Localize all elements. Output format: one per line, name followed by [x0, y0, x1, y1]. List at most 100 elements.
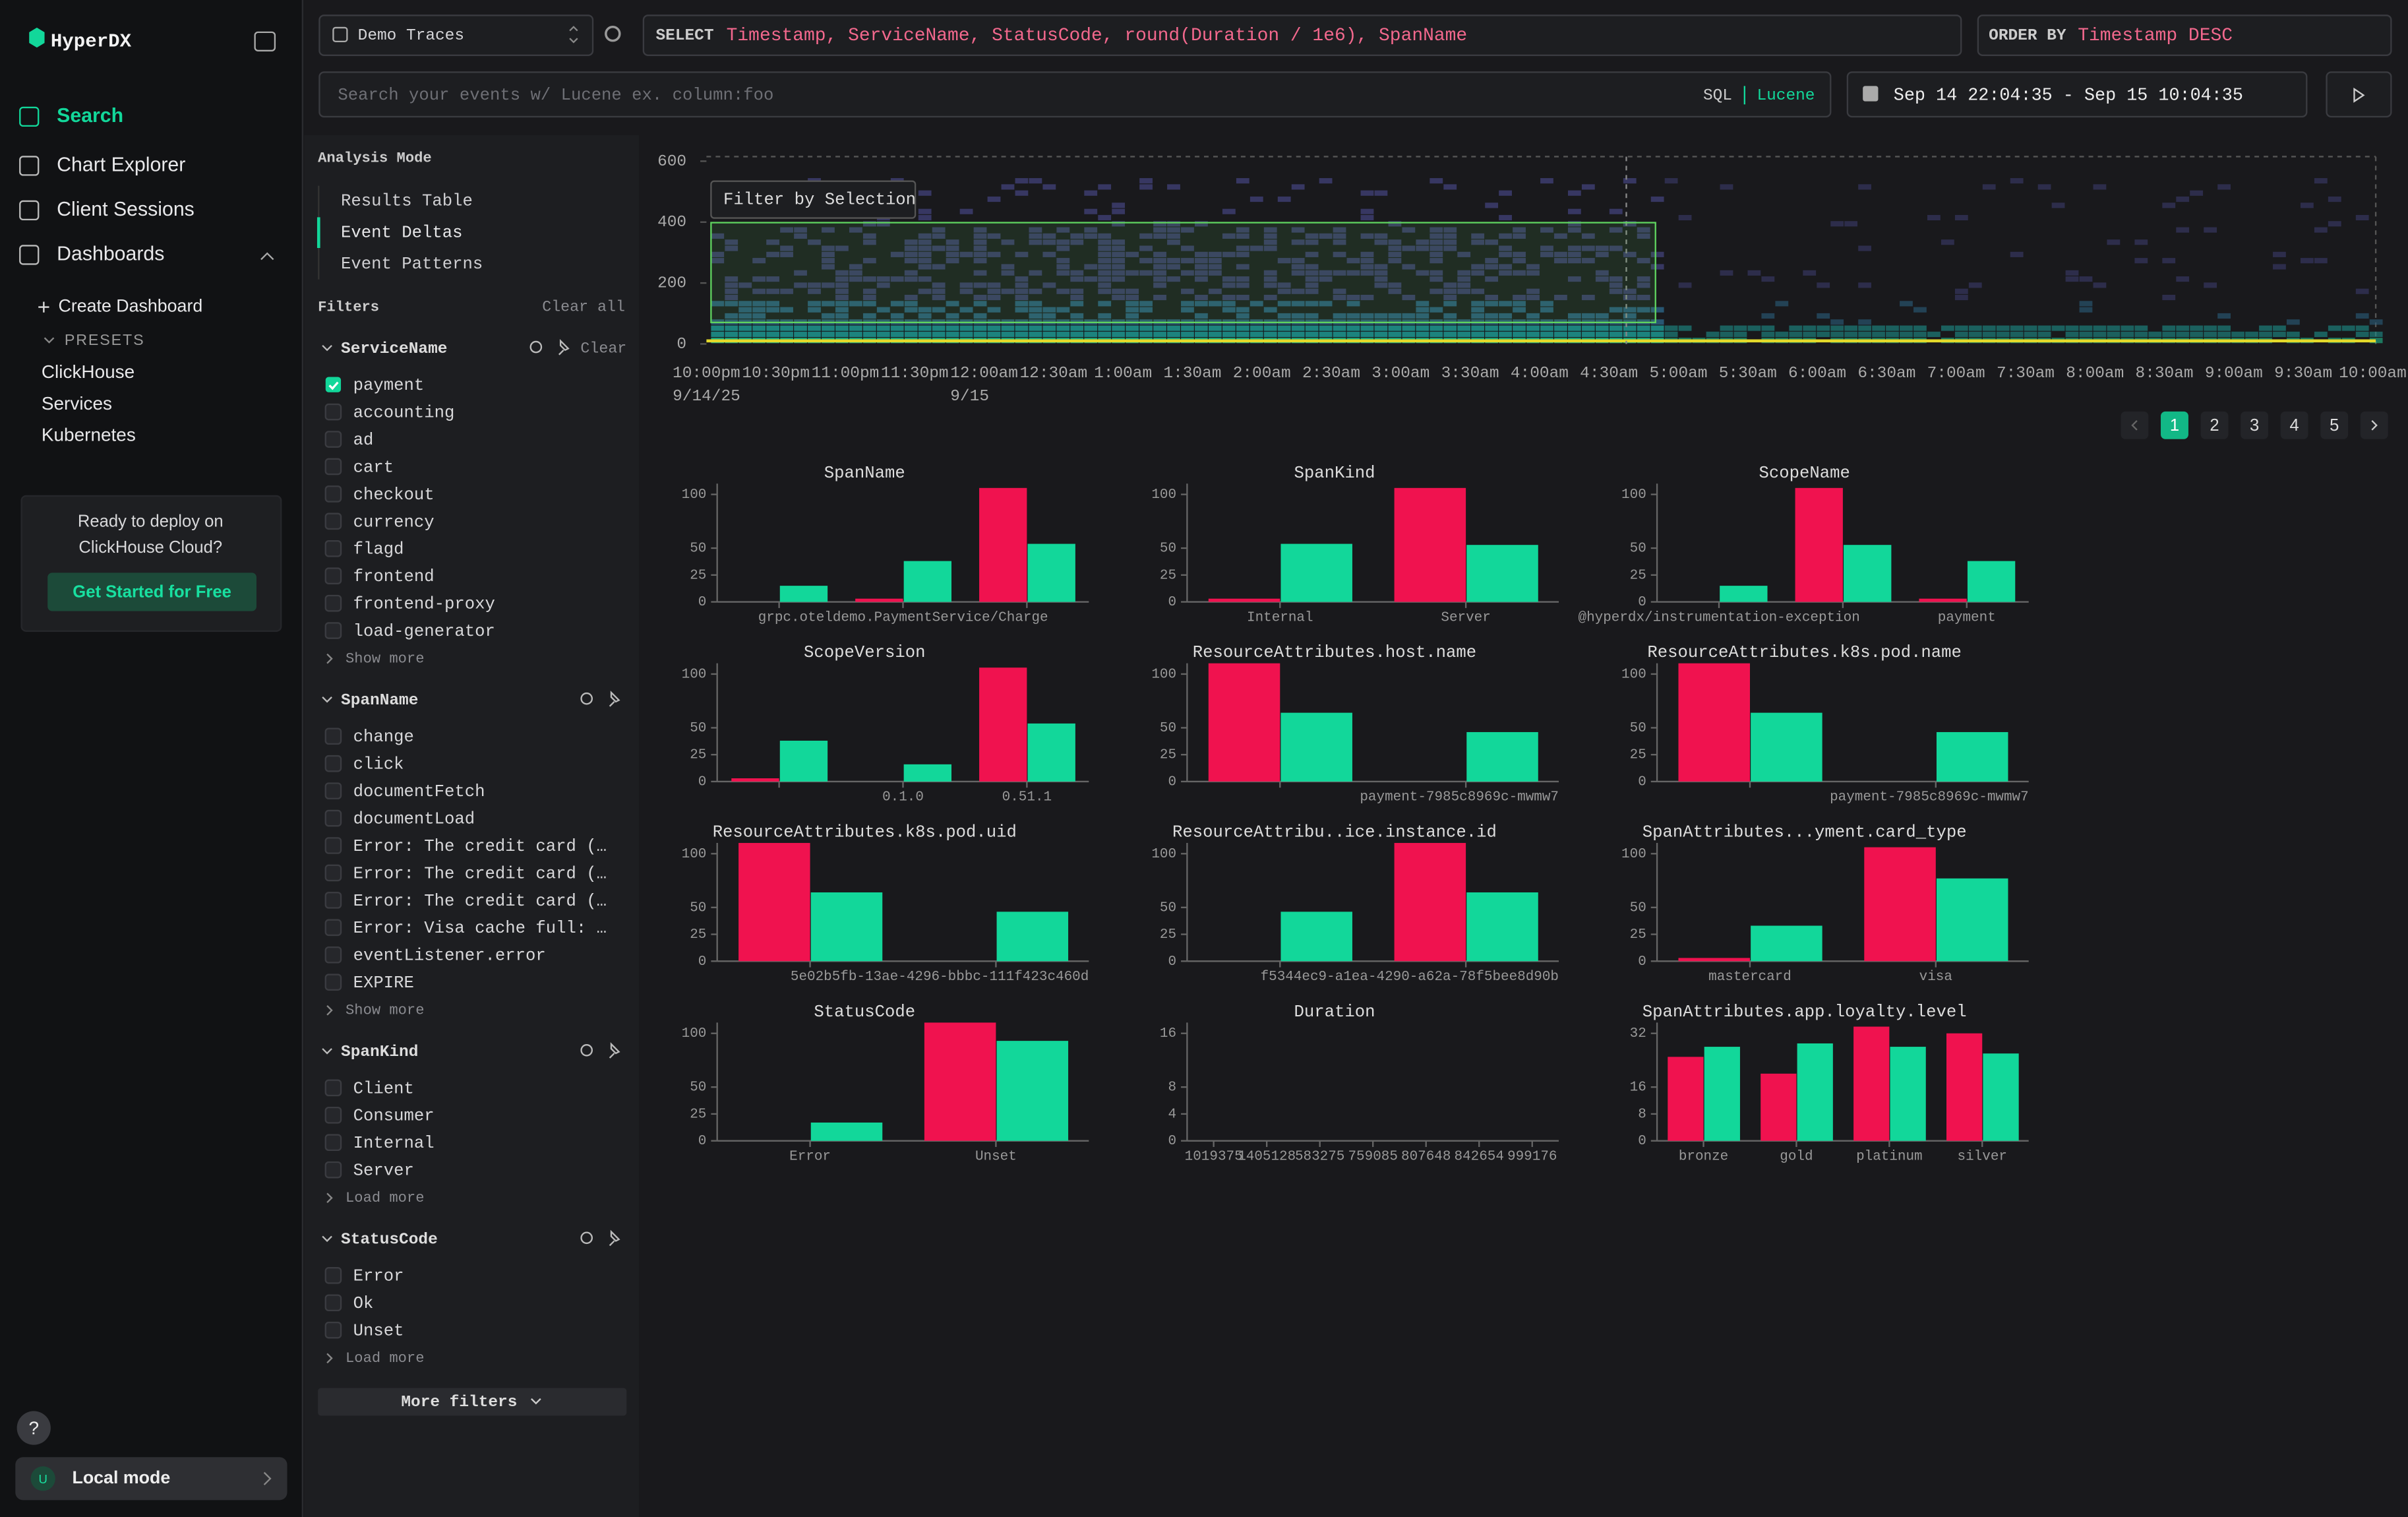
- checkbox[interactable]: [324, 809, 342, 827]
- preset[interactable]: ClickHouse: [42, 361, 135, 382]
- filter-value[interactable]: Consumer: [353, 1107, 435, 1126]
- page-button[interactable]: [2200, 411, 2229, 439]
- checkbox[interactable]: [324, 974, 342, 991]
- more-filters-button[interactable]: [318, 1388, 627, 1416]
- filter-value[interactable]: Error: [353, 1267, 404, 1286]
- select-input[interactable]: [642, 15, 1962, 56]
- promo-button[interactable]: [47, 573, 256, 611]
- filter-value[interactable]: Ok: [353, 1294, 374, 1313]
- filter-value[interactable]: frontend-proxy: [353, 595, 495, 614]
- show-more[interactable]: Show more: [346, 651, 424, 667]
- filter-by-selection[interactable]: [710, 180, 917, 219]
- mode-option[interactable]: Results Table: [341, 192, 473, 211]
- filter-value[interactable]: frontend: [353, 567, 435, 586]
- checkbox[interactable]: [324, 540, 342, 557]
- preset[interactable]: Kubernetes: [42, 425, 136, 445]
- clear-filter[interactable]: Clear: [580, 340, 626, 357]
- filter-value[interactable]: Error: The credit card (…: [353, 892, 607, 911]
- filter-group-name[interactable]: StatusCode: [341, 1231, 438, 1249]
- language-option[interactable]: SQL: [1703, 87, 1732, 105]
- checkbox[interactable]: [324, 782, 342, 799]
- page-button[interactable]: [2241, 411, 2269, 439]
- show-more[interactable]: Load more: [346, 1190, 424, 1206]
- order-input[interactable]: [1977, 15, 2392, 56]
- filter-value[interactable]: load-generator: [353, 622, 495, 641]
- help-button[interactable]: [16, 1411, 51, 1445]
- pin-icon[interactable]: [609, 1042, 620, 1059]
- filter-value[interactable]: cart: [353, 458, 394, 477]
- filter-value[interactable]: Error: The credit card (…: [353, 864, 607, 883]
- mode-option[interactable]: Event Patterns: [341, 255, 483, 274]
- filter-value[interactable]: Server: [353, 1161, 414, 1181]
- checkbox[interactable]: [324, 403, 342, 421]
- checkbox[interactable]: [324, 622, 342, 639]
- language-option[interactable]: Lucene: [1757, 87, 1815, 105]
- checkbox[interactable]: [324, 1161, 342, 1179]
- filter-value[interactable]: currency: [353, 512, 435, 532]
- filter-group-name[interactable]: SpanName: [341, 692, 418, 710]
- search-input[interactable]: [318, 71, 1832, 118]
- checkbox[interactable]: [324, 1321, 342, 1339]
- user-button[interactable]: [15, 1457, 287, 1501]
- nav-item[interactable]: Dashboards: [57, 243, 164, 264]
- filter-value[interactable]: Error: Visa cache full: …: [353, 919, 607, 938]
- checkbox[interactable]: [324, 431, 342, 448]
- page-button[interactable]: [2320, 411, 2349, 439]
- filter-value[interactable]: ad: [353, 431, 374, 450]
- search-icon[interactable]: [580, 692, 593, 705]
- search-icon[interactable]: [580, 1231, 593, 1245]
- checkbox[interactable]: [324, 512, 342, 530]
- page-button[interactable]: [2161, 411, 2188, 439]
- checkbox[interactable]: [324, 567, 342, 585]
- pin-icon[interactable]: [558, 338, 570, 356]
- show-more[interactable]: Show more: [346, 1003, 424, 1019]
- nav-item[interactable]: Search: [57, 105, 123, 127]
- checkbox[interactable]: [324, 1106, 342, 1124]
- filter-value[interactable]: payment: [353, 376, 425, 395]
- sidebar-toggle[interactable]: [254, 31, 276, 51]
- filter-value[interactable]: documentLoad: [353, 809, 475, 828]
- create-dashboard[interactable]: Create Dashboard: [59, 296, 203, 316]
- source-select[interactable]: [318, 15, 594, 56]
- checkbox[interactable]: [324, 837, 342, 854]
- pin-icon[interactable]: [609, 691, 620, 707]
- clear-all[interactable]: Clear all: [542, 299, 625, 316]
- filter-value[interactable]: checkout: [353, 485, 435, 505]
- checkbox[interactable]: [324, 1267, 342, 1284]
- checkbox[interactable]: [324, 864, 342, 882]
- checkbox[interactable]: [324, 1079, 342, 1097]
- checkbox[interactable]: [324, 485, 342, 503]
- filter-value[interactable]: flagd: [353, 540, 404, 559]
- filter-group-name[interactable]: ServiceName: [341, 340, 447, 358]
- page-prev[interactable]: [2121, 411, 2149, 439]
- run-button[interactable]: [2326, 71, 2392, 118]
- nav-item[interactable]: Client Sessions: [57, 199, 195, 220]
- filter-value[interactable]: Error: The credit card (…: [353, 837, 607, 856]
- filter-value[interactable]: click: [353, 755, 404, 774]
- page-button[interactable]: [2280, 411, 2308, 439]
- settings-icon[interactable]: [605, 25, 621, 42]
- pin-icon[interactable]: [609, 1229, 620, 1247]
- checkbox[interactable]: [324, 919, 342, 937]
- filter-value[interactable]: eventListener.error: [353, 946, 546, 966]
- filter-value[interactable]: EXPIRE: [353, 974, 414, 993]
- checkbox[interactable]: [324, 946, 342, 964]
- checkbox[interactable]: [324, 458, 342, 476]
- filter-value[interactable]: documentFetch: [353, 782, 485, 801]
- preset[interactable]: Services: [42, 393, 112, 414]
- page-next[interactable]: [2360, 411, 2388, 439]
- time-range[interactable]: [1846, 71, 2308, 118]
- filter-value[interactable]: Client: [353, 1079, 414, 1098]
- checkbox[interactable]: [324, 594, 342, 612]
- mode-option[interactable]: Event Deltas: [341, 223, 462, 242]
- show-more[interactable]: Load more: [346, 1350, 424, 1367]
- checkbox[interactable]: [324, 892, 342, 909]
- filter-value[interactable]: accounting: [353, 404, 455, 423]
- filter-group-name[interactable]: SpanKind: [341, 1043, 418, 1061]
- checkbox[interactable]: [325, 377, 342, 392]
- search-icon[interactable]: [529, 340, 543, 354]
- filter-value[interactable]: change: [353, 728, 414, 747]
- checkbox[interactable]: [324, 728, 342, 745]
- filter-value[interactable]: Internal: [353, 1134, 435, 1153]
- checkbox[interactable]: [324, 755, 342, 772]
